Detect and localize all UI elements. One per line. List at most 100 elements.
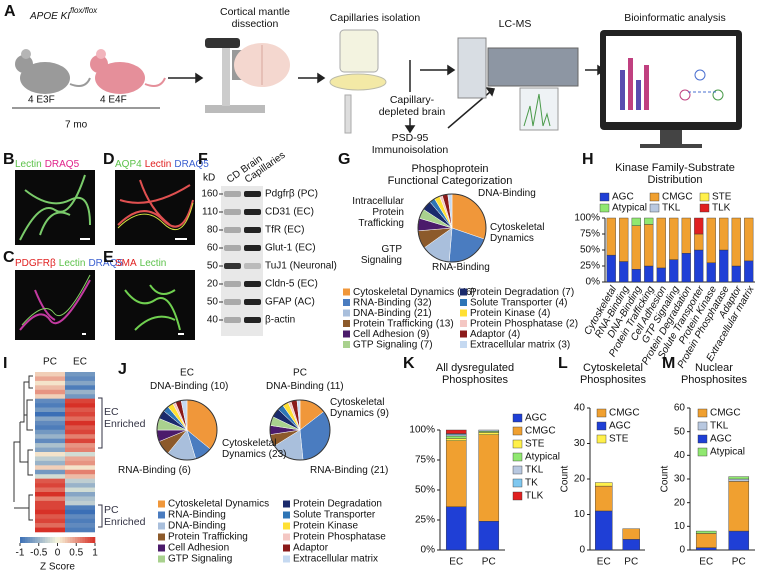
mouse-pink bbox=[90, 49, 166, 94]
bar-segment bbox=[478, 434, 500, 522]
x-tick-label: PC bbox=[482, 557, 496, 568]
legend-count: (21) bbox=[414, 308, 432, 319]
microscope bbox=[205, 38, 290, 113]
heatmap-cell bbox=[35, 425, 65, 431]
bar-segment bbox=[694, 233, 704, 251]
colorbar-tick-label: -1 bbox=[16, 548, 25, 559]
bar-segment bbox=[445, 435, 467, 439]
colorbar-step bbox=[90, 537, 93, 543]
legend-label: STE bbox=[609, 434, 629, 445]
bar-segment bbox=[478, 521, 500, 551]
legend-label: Protein Kinase bbox=[470, 308, 535, 319]
panel-label: L bbox=[558, 355, 568, 372]
band-label: GFAP (AC) bbox=[265, 297, 315, 308]
unit-label: kD bbox=[203, 173, 215, 184]
legend-entry: Protein Degradation (7) bbox=[470, 287, 574, 298]
heatmap-cell bbox=[65, 474, 95, 479]
colorbar-step bbox=[55, 537, 58, 543]
y-tick-label: 10 bbox=[574, 509, 586, 520]
legend-label: Atypical bbox=[710, 447, 745, 458]
x-tick-label: PC bbox=[732, 557, 746, 568]
colorbar-step bbox=[25, 537, 28, 543]
legend-label: Protein Kinase bbox=[293, 521, 358, 532]
bar-segment bbox=[644, 217, 654, 225]
legend-swatch bbox=[460, 299, 467, 306]
legend-swatch bbox=[512, 478, 523, 488]
bracket bbox=[98, 504, 103, 528]
colorbar-step bbox=[92, 537, 96, 543]
annotation: PC Enriched bbox=[104, 504, 146, 528]
bar-segment bbox=[619, 217, 629, 262]
heatmap-cell bbox=[35, 474, 65, 479]
bracket bbox=[98, 397, 103, 449]
legend-swatch bbox=[158, 511, 165, 519]
bar-segment bbox=[706, 217, 716, 263]
legend-label: Extracellular matrix bbox=[470, 339, 555, 350]
slice-label: DNA-Binding (11) bbox=[266, 381, 344, 392]
chart-title: Cytoskeletal Phosphosites bbox=[579, 362, 647, 386]
legend-label: DNA-Binding bbox=[353, 308, 411, 319]
step-label: Capillaries isolation bbox=[329, 12, 421, 24]
legend-label: STE bbox=[525, 439, 545, 450]
colorbar-step bbox=[20, 537, 23, 543]
heatmap-cell bbox=[65, 389, 95, 395]
panel-label: M bbox=[662, 355, 675, 372]
bar-segment bbox=[669, 259, 679, 283]
legend-count: (13) bbox=[436, 318, 454, 329]
legend-swatch bbox=[158, 500, 165, 508]
bar-segment bbox=[445, 440, 467, 507]
y-tick-label: 75% bbox=[580, 229, 600, 240]
dendrogram bbox=[13, 375, 33, 521]
kd-marker: 80 bbox=[207, 225, 219, 236]
y-tick-label: 50 bbox=[674, 426, 686, 437]
legend-label: AGC bbox=[525, 413, 547, 424]
heatmap-cell bbox=[35, 398, 65, 404]
legend-entry: Cytoskeletal Dynamics(46) bbox=[353, 287, 475, 298]
kd-marker: 20 bbox=[207, 279, 219, 290]
step-label: LC-MS bbox=[498, 18, 532, 30]
stain-labels: PDGFRβ Lectin DRAQ5 bbox=[15, 258, 123, 269]
colorbar-step bbox=[22, 537, 26, 543]
colorbar-step bbox=[65, 537, 68, 543]
colorbar-step bbox=[57, 537, 61, 543]
legend-swatch bbox=[599, 203, 610, 213]
legend-label: TLK bbox=[525, 491, 544, 502]
panel-label: F bbox=[198, 151, 208, 168]
heatmap-cell bbox=[35, 394, 65, 399]
colorbar-step bbox=[70, 537, 73, 543]
heatmap-cell bbox=[65, 452, 95, 457]
heatmap-cell bbox=[35, 487, 65, 493]
legend-label: Protein Trafficking bbox=[168, 532, 248, 543]
bar-segment bbox=[694, 217, 704, 235]
y-axis-label: Count bbox=[560, 465, 571, 492]
step-label: Cortical mantle dissection bbox=[219, 6, 291, 30]
group-label: 4 E3F bbox=[28, 95, 55, 106]
heatmap-cell bbox=[35, 523, 65, 528]
slice-label: Cytoskeletal Dynamics (23) bbox=[222, 438, 287, 460]
heatmap-cell bbox=[65, 509, 95, 515]
pie-title: EC bbox=[180, 368, 194, 379]
stain-label: AQP4 bbox=[115, 159, 142, 170]
heatmap-cell bbox=[65, 460, 95, 466]
heatmap-cell bbox=[35, 496, 65, 502]
chart-title: All dysregulated Phosphosites bbox=[435, 362, 515, 386]
heatmap-cell bbox=[65, 425, 95, 431]
blot-band bbox=[224, 281, 241, 287]
stain-labels: AQP4 Lectin DRAQ5 bbox=[115, 159, 209, 170]
bar-segment bbox=[445, 438, 467, 441]
legend-swatch bbox=[460, 330, 467, 338]
heatmap-cell bbox=[35, 385, 65, 391]
y-tick-label: 0% bbox=[586, 277, 601, 288]
slice-label: RNA-Binding bbox=[432, 262, 490, 273]
legend-label: DNA-Binding bbox=[168, 521, 226, 532]
bar-segment bbox=[622, 539, 640, 551]
colorbar-step bbox=[75, 537, 78, 543]
bar-segment bbox=[631, 269, 641, 283]
bar-segment bbox=[719, 217, 729, 251]
heatmap-cell bbox=[65, 483, 95, 488]
y-tick-label: 30 bbox=[574, 438, 586, 449]
legend-count: (2) bbox=[566, 318, 578, 329]
legend-swatch bbox=[599, 192, 610, 202]
heatmap-cell bbox=[65, 518, 95, 524]
